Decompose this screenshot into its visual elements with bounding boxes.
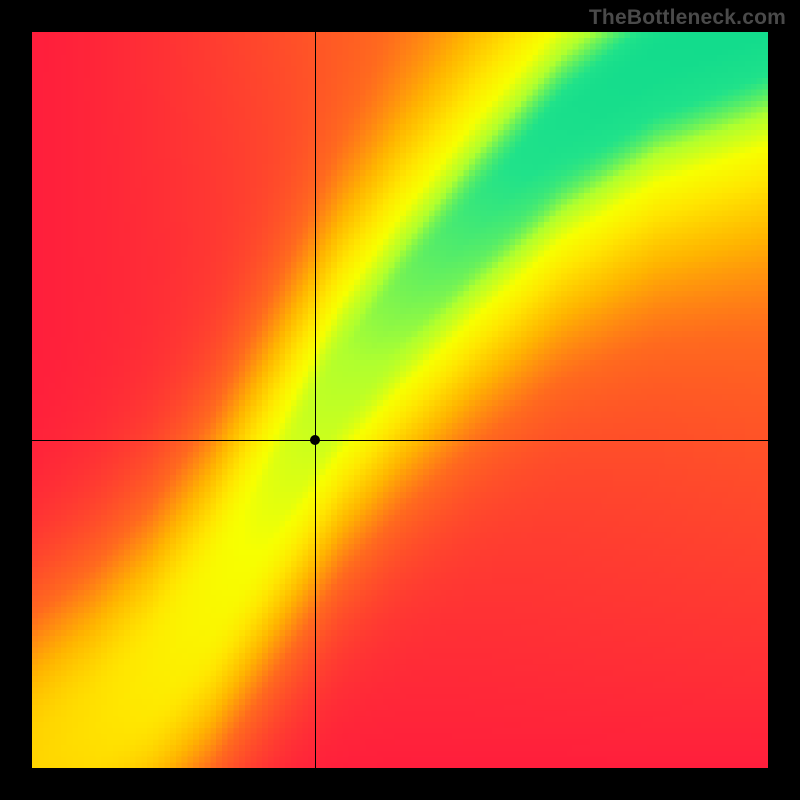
chart-container: TheBottleneck.com	[0, 0, 800, 800]
crosshair-horizontal	[32, 440, 768, 441]
crosshair-marker	[310, 435, 320, 445]
watermark-text: TheBottleneck.com	[589, 6, 786, 30]
heatmap-canvas	[32, 32, 768, 768]
plot-area	[32, 32, 768, 768]
crosshair-vertical	[315, 32, 316, 768]
